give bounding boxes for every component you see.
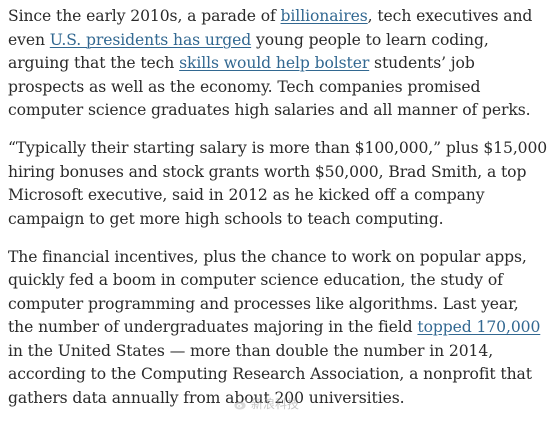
inline-link[interactable]: U.S. presidents has urged	[49, 30, 252, 49]
paragraph-text: The financial incentives, plus the chanc…	[8, 247, 527, 337]
article-paragraph: Since the early 2010s, a parade of billi…	[8, 5, 548, 123]
inline-link[interactable]: topped 170,000	[417, 318, 541, 336]
paragraph-text: young people to learn coding, arguing th…	[8, 30, 489, 73]
article-paragraph: “Typically their starting salary is more…	[8, 137, 548, 231]
paragraph-text: students’ job prospects as well as the e…	[8, 54, 531, 119]
paragraph-text: , tech executives and even	[8, 7, 533, 49]
article-paragraph: The financial incentives, plus the chanc…	[8, 246, 548, 411]
paragraph-text: “Typically their starting salary is more…	[8, 139, 548, 228]
inline-link[interactable]: skills would help bolster	[179, 54, 370, 72]
article-body: Since the early 2010s, a parade of billi…	[8, 5, 548, 425]
inline-link[interactable]: billionaires	[280, 7, 368, 25]
paragraph-text: in the United States — more than double …	[8, 341, 532, 407]
paragraph-text: Since the early 2010s, a parade of	[8, 7, 281, 25]
